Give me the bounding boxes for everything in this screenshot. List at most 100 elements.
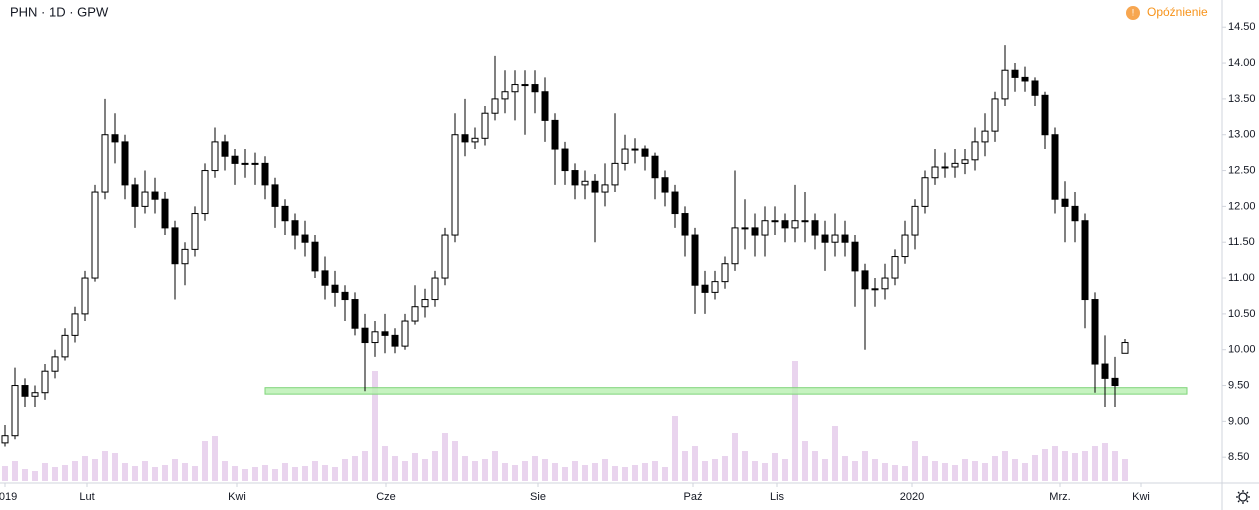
volume-bar bbox=[852, 461, 858, 481]
volume-bar bbox=[542, 459, 548, 481]
candle-body bbox=[951, 162, 959, 168]
candle-body bbox=[421, 299, 429, 308]
candle-body bbox=[681, 213, 689, 236]
candle-body bbox=[561, 148, 569, 172]
y-tick-label: 14.00 bbox=[1228, 57, 1256, 69]
candle-body bbox=[501, 91, 509, 100]
candle-body bbox=[391, 334, 399, 347]
y-tick-label: 10.50 bbox=[1228, 308, 1256, 320]
volume-bar bbox=[202, 441, 208, 481]
volume-bar bbox=[512, 465, 518, 481]
candle-body bbox=[1061, 198, 1069, 207]
volume-bar bbox=[302, 466, 308, 481]
volume-bar bbox=[222, 461, 228, 481]
volume-bar bbox=[1072, 453, 1078, 481]
volume-bar bbox=[142, 461, 148, 481]
candle-body bbox=[1031, 80, 1039, 96]
volume-bar bbox=[942, 463, 948, 481]
volume-bar bbox=[722, 456, 728, 481]
candle-body bbox=[31, 392, 39, 397]
candle-body bbox=[811, 220, 819, 236]
x-tick-label: Kwi bbox=[228, 491, 246, 503]
candle-body bbox=[721, 263, 729, 283]
volume-bar bbox=[262, 465, 268, 481]
volume-bar bbox=[1022, 463, 1028, 481]
settings-icon[interactable] bbox=[1236, 490, 1250, 504]
candle-body bbox=[201, 170, 209, 215]
volume-bar bbox=[662, 467, 668, 481]
volume-bar bbox=[1032, 455, 1038, 481]
volume-bar bbox=[622, 467, 628, 481]
candle-body bbox=[531, 84, 539, 93]
candle-body bbox=[81, 277, 89, 315]
volume-bar bbox=[592, 463, 598, 481]
volume-bar bbox=[482, 459, 488, 481]
candle-body bbox=[711, 281, 719, 293]
volume-bar bbox=[702, 461, 708, 481]
candle-body bbox=[731, 227, 739, 265]
candle-body bbox=[411, 306, 419, 322]
volume-bar bbox=[712, 459, 718, 481]
volume-bar bbox=[52, 467, 58, 481]
volume-layer bbox=[2, 361, 1128, 481]
y-tick-label: 11.50 bbox=[1228, 236, 1255, 248]
x-tick-label: Cze bbox=[376, 491, 396, 503]
volume-bar bbox=[352, 456, 358, 481]
candle-body bbox=[541, 91, 549, 121]
candle-body bbox=[1101, 363, 1109, 379]
volume-bar bbox=[612, 466, 618, 481]
candle-body bbox=[791, 220, 799, 229]
candle-body bbox=[621, 148, 629, 164]
volume-bar bbox=[1002, 451, 1008, 481]
status-icon[interactable] bbox=[1126, 6, 1140, 20]
volume-bar bbox=[472, 461, 478, 481]
y-tick-label: 12.00 bbox=[1228, 200, 1256, 212]
volume-bar bbox=[282, 463, 288, 481]
volume-bar bbox=[982, 463, 988, 481]
candle-body bbox=[271, 184, 279, 207]
candle-body bbox=[611, 162, 619, 186]
x-tick-label: 2020 bbox=[900, 491, 924, 503]
volume-bar bbox=[422, 459, 428, 481]
volume-bar bbox=[762, 463, 768, 481]
x-tick-label: 2019 bbox=[0, 491, 17, 503]
y-tick-label: 12.50 bbox=[1228, 164, 1256, 176]
candle-body bbox=[851, 241, 859, 272]
volume-bar bbox=[1052, 446, 1058, 481]
volume-bar bbox=[922, 456, 928, 481]
volume-bar bbox=[932, 461, 938, 481]
volume-bar bbox=[562, 467, 568, 481]
candle-body bbox=[401, 320, 409, 347]
status-label[interactable]: Opóźnienie bbox=[1147, 5, 1208, 19]
candle-body bbox=[961, 159, 969, 164]
candle-body bbox=[901, 234, 909, 258]
candle-body bbox=[1081, 220, 1089, 301]
candle-body bbox=[1121, 342, 1129, 354]
candle-body bbox=[221, 141, 229, 157]
candle-body bbox=[491, 98, 499, 114]
candle-body bbox=[431, 277, 439, 301]
x-tick-label: Lut bbox=[79, 491, 94, 503]
volume-bar bbox=[1042, 449, 1048, 481]
volume-bar bbox=[812, 451, 818, 481]
volume-bar bbox=[22, 469, 28, 481]
volume-bar bbox=[862, 451, 868, 481]
volume-bar bbox=[102, 451, 108, 481]
volume-bar bbox=[172, 459, 178, 481]
volume-bar bbox=[642, 463, 648, 481]
volume-bar bbox=[152, 467, 158, 481]
volume-bar bbox=[742, 451, 748, 481]
candle-body bbox=[181, 248, 189, 265]
volume-bar bbox=[322, 465, 328, 481]
volume-bar bbox=[182, 463, 188, 481]
volume-bar bbox=[412, 453, 418, 481]
volume-bar bbox=[382, 446, 388, 481]
volume-bar bbox=[652, 461, 658, 481]
volume-bar bbox=[822, 459, 828, 481]
volume-bar bbox=[62, 465, 68, 481]
volume-bar bbox=[692, 446, 698, 481]
candle-body bbox=[1, 435, 9, 444]
axes-layer: 8.50 9.00 9.50 10.00 10.50 11.00 11.50 12.00 12.… bbox=[0, 21, 1256, 503]
volume-bar bbox=[1012, 459, 1018, 481]
candle-body bbox=[941, 166, 949, 169]
